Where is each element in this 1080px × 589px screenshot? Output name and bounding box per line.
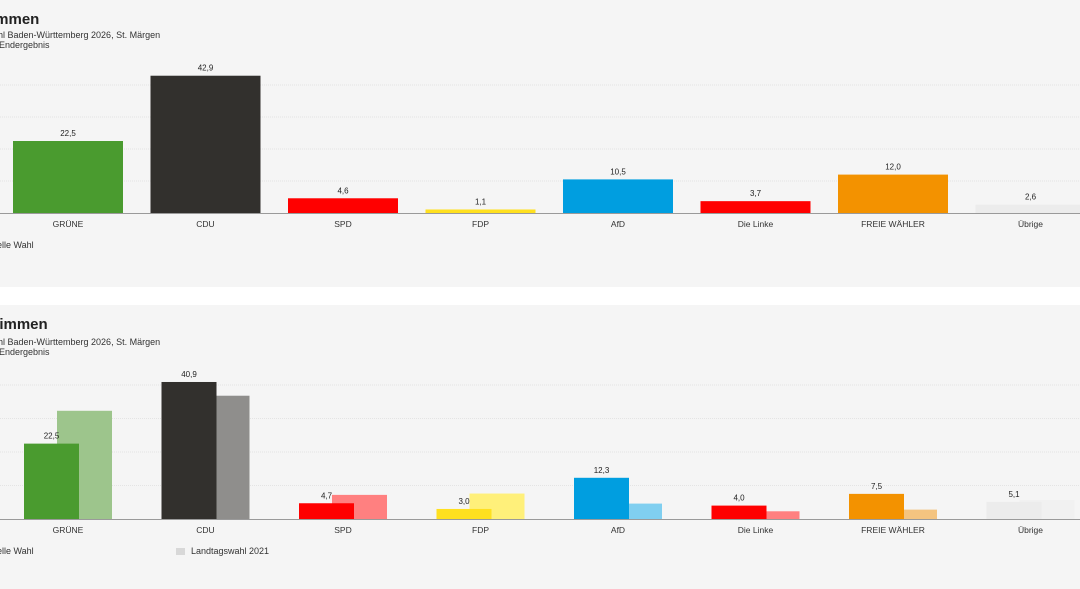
grouped-bar-chart: 22,5 GRÜNE 40,9 CDU 4,7 SPD 3,0 FDP 12,3 AfD 4,0 Di… bbox=[0, 370, 1080, 535]
bar-2021-freie-waehler bbox=[882, 509, 937, 519]
legend-label: elle Wahl bbox=[0, 240, 34, 250]
legend-current-election: elle Wahl bbox=[0, 546, 34, 556]
data-label: 40,9 bbox=[181, 370, 197, 379]
legend-label: elle Wahl bbox=[0, 546, 34, 556]
data-label: 3,7 bbox=[750, 189, 762, 198]
data-label: 22,5 bbox=[44, 432, 60, 441]
data-label: 12,3 bbox=[594, 466, 610, 475]
chart-title: timmen bbox=[0, 11, 40, 28]
bar-gruene bbox=[24, 443, 79, 519]
bar-freie-waehler bbox=[849, 493, 904, 519]
data-label: 22,5 bbox=[60, 129, 76, 138]
bar-die-linke bbox=[700, 201, 811, 213]
bar-uebrige bbox=[986, 501, 1042, 519]
data-label: 3,0 bbox=[458, 497, 470, 506]
bar-uebrige bbox=[975, 204, 1080, 213]
data-label: 4,7 bbox=[321, 491, 333, 500]
data-label: 42,9 bbox=[198, 64, 214, 73]
data-label: 12,0 bbox=[885, 163, 901, 172]
tick-label: Übrige bbox=[1018, 525, 1043, 535]
data-label: 1,1 bbox=[475, 197, 487, 206]
bar-cdu bbox=[150, 75, 261, 213]
data-label: 2,6 bbox=[1025, 193, 1037, 202]
chart-panel-1: timmen swahl Baden-Württemberg 2026, St.… bbox=[0, 0, 1080, 287]
tick-label: SPD bbox=[334, 525, 351, 535]
tick-label: Die Linke bbox=[738, 525, 774, 535]
bar-afd bbox=[574, 477, 629, 519]
tick-label: FDP bbox=[472, 219, 489, 229]
legend-label: Landtagswahl 2021 bbox=[191, 546, 270, 556]
chart-subtitle: swahl Baden-Württemberg 2026, St. Märgen bbox=[0, 337, 161, 347]
tick-label: GRÜNE bbox=[53, 525, 84, 535]
legend-current-election: elle Wahl bbox=[0, 240, 34, 250]
chart-panel-2: stimmen swahl Baden-Württemberg 2026, St… bbox=[0, 305, 1080, 589]
chart-subtitle-status: ges Endergebnis bbox=[0, 40, 50, 50]
legend-previous-election: Landtagswahl 2021 bbox=[176, 546, 269, 556]
bar-spd bbox=[288, 198, 398, 213]
bar-cdu bbox=[161, 381, 217, 519]
tick-label: Die Linke bbox=[738, 219, 774, 229]
tick-label: FREIE WÄHLER bbox=[861, 219, 925, 229]
bar-afd bbox=[563, 179, 673, 213]
tick-label: SPD bbox=[334, 219, 351, 229]
data-label: 5,1 bbox=[1008, 490, 1020, 499]
tick-label: CDU bbox=[196, 219, 214, 229]
bar-chart: 22,5 GRÜNE 42,9 CDU 4,6 SPD 1,1 FDP 10,5 AfD 3,7 Di… bbox=[0, 64, 1080, 229]
bar-gruene bbox=[13, 141, 123, 213]
chart-subtitle-status: ges Endergebnis bbox=[0, 347, 50, 357]
bar-fdp bbox=[436, 508, 492, 519]
data-label: 7,5 bbox=[871, 482, 883, 491]
chart-subtitle: swahl Baden-Württemberg 2026, St. Märgen bbox=[0, 30, 161, 40]
tick-label: CDU bbox=[196, 525, 214, 535]
bar-die-linke bbox=[711, 505, 767, 519]
tick-label: GRÜNE bbox=[53, 219, 84, 229]
tick-label: Übrige bbox=[1018, 219, 1043, 229]
chart-title: stimmen bbox=[0, 316, 48, 333]
tick-label: AfD bbox=[611, 219, 625, 229]
data-label: 10,5 bbox=[610, 167, 626, 176]
bar-spd bbox=[299, 503, 354, 519]
tick-label: FDP bbox=[472, 525, 489, 535]
legend-swatch bbox=[176, 548, 185, 556]
tick-label: FREIE WÄHLER bbox=[861, 525, 925, 535]
data-label: 4,6 bbox=[337, 186, 349, 195]
tick-label: AfD bbox=[611, 525, 625, 535]
bar-freie-waehler bbox=[838, 174, 948, 213]
data-label: 4,0 bbox=[733, 494, 745, 503]
bar-fdp bbox=[425, 209, 536, 213]
bar-2021-die-linke bbox=[744, 511, 800, 519]
